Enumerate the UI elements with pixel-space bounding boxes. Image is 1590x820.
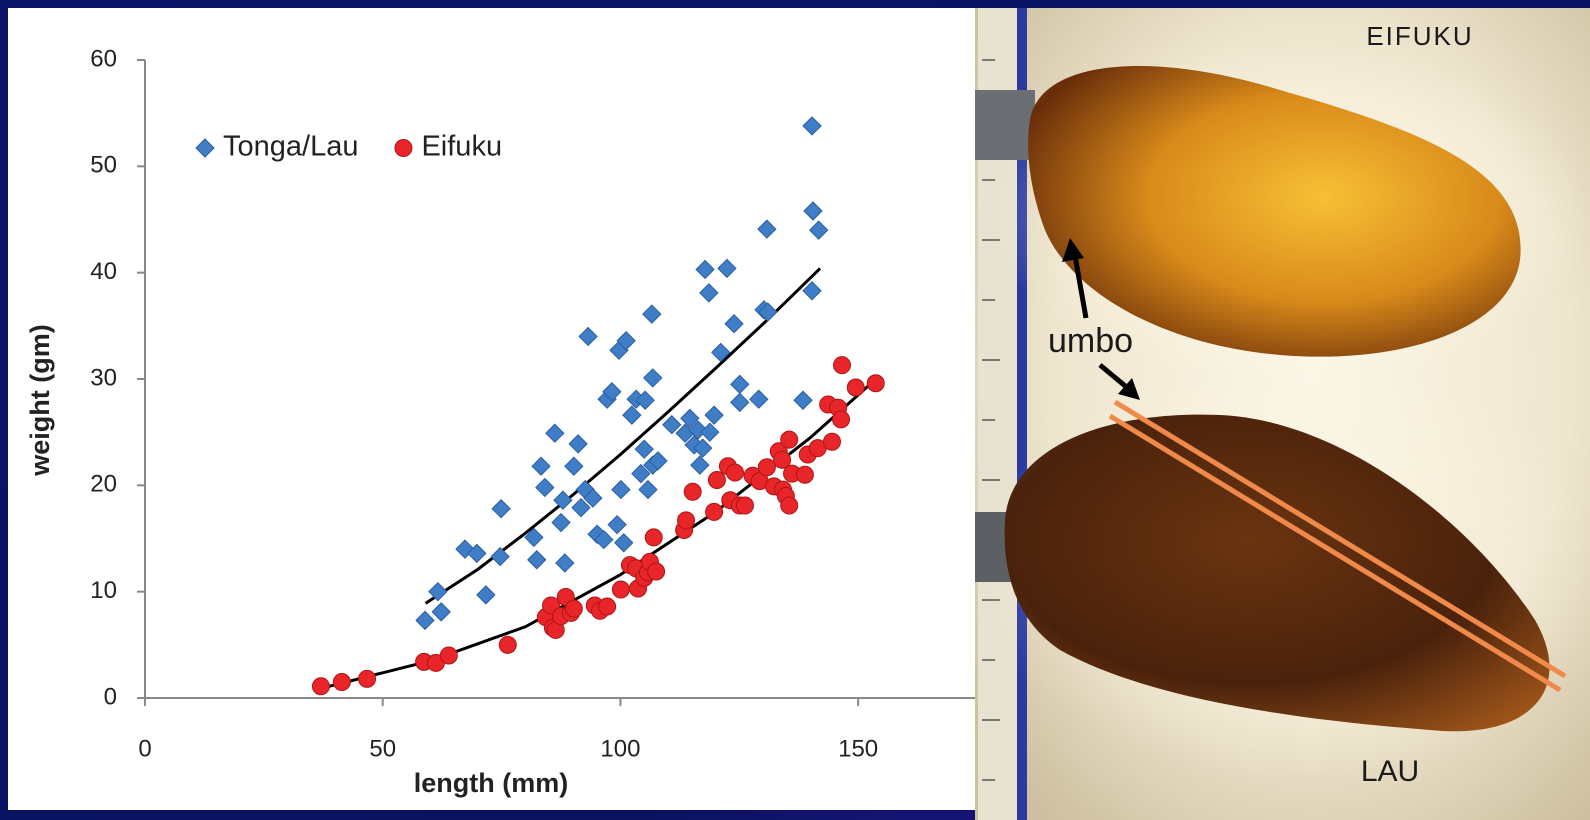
circle-marker <box>833 411 850 428</box>
circle-marker <box>706 503 723 520</box>
circle-marker <box>678 512 695 529</box>
circle-marker <box>684 483 701 500</box>
x-tick-label: 150 <box>838 735 878 762</box>
circle-marker <box>727 464 744 481</box>
x-axis-title: length (mm) <box>414 768 569 798</box>
legend-label: Tonga/Lau <box>223 131 358 163</box>
y-tick-label: 20 <box>90 471 117 498</box>
umbo-label: umbo <box>1048 322 1133 360</box>
y-axis-title: weight (gm) <box>25 324 55 476</box>
y-tick-label: 60 <box>90 45 117 72</box>
circle-marker <box>833 357 850 374</box>
circle-marker <box>440 647 457 664</box>
y-tick-label: 30 <box>90 364 117 391</box>
circle-marker <box>781 431 798 448</box>
y-tick-label: 50 <box>90 152 117 179</box>
top-clamp <box>975 90 1035 160</box>
circle-marker <box>312 678 329 695</box>
y-tick-label: 10 <box>90 577 117 604</box>
x-tick-label: 50 <box>369 735 396 762</box>
x-tick-label: 0 <box>138 735 151 762</box>
circle-marker <box>796 466 813 483</box>
circle-marker <box>333 674 350 691</box>
circle-marker <box>648 563 665 580</box>
circle-marker <box>565 600 582 617</box>
x-tick-label: 100 <box>600 735 640 762</box>
circle-marker <box>395 140 412 157</box>
shell-photo: umbo EIFUKU LAU <box>975 8 1590 820</box>
circle-marker <box>645 529 662 546</box>
page: {"chart_data": { "type": "scatter", "x_l… <box>0 0 1590 820</box>
slide: length (mm) weight (gm) 0 10 20 30 40 50 60 0 50… <box>0 0 1590 820</box>
circle-marker <box>758 459 775 476</box>
legend-label: Eifuku <box>421 131 502 163</box>
y-tick-label: 40 <box>90 258 117 285</box>
circle-marker <box>823 433 840 450</box>
y-tick-label: 0 <box>104 683 117 710</box>
circle-marker <box>867 375 884 392</box>
bottom-shell-label: LAU <box>1361 755 1419 788</box>
circle-marker <box>599 598 616 615</box>
circle-marker <box>708 472 725 489</box>
circle-marker <box>359 670 376 687</box>
circle-marker <box>847 379 864 396</box>
circle-marker <box>781 497 798 514</box>
circle-marker <box>499 636 516 653</box>
circle-marker <box>736 497 753 514</box>
circle-marker <box>612 581 629 598</box>
top-shell-label: EIFUKU <box>1366 21 1473 51</box>
